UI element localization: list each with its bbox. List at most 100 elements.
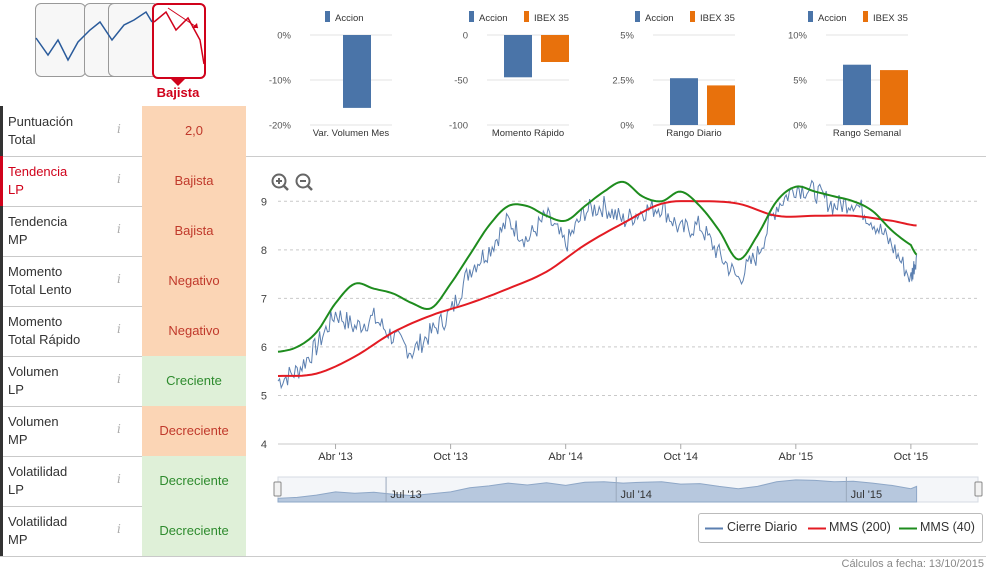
indicator-label-line2: LP <box>8 182 24 197</box>
main-price-chart[interactable]: 4 5 6 7 8 9 Abr '13 Oct '13 Abr '14 Oct '14 Abr '1… <box>246 157 992 517</box>
indicator-value: Bajista <box>142 206 246 256</box>
indicator-label-line2: MP <box>8 232 28 247</box>
mini-tick-label: 0 <box>463 31 468 42</box>
indicator-label: Volumen MP <box>0 406 142 456</box>
mini-tick-label: -50 <box>454 76 468 87</box>
info-icon[interactable]: i <box>117 322 121 336</box>
indicator-row[interactable]: Volumen MP i Decreciente <box>0 406 246 457</box>
indicator-value: Decreciente <box>142 506 246 556</box>
indicator-row[interactable]: Puntuación Total i 2,0 <box>0 106 246 157</box>
indicator-label-line1: Volatilidad <box>8 464 68 479</box>
info-icon[interactable]: i <box>117 122 121 136</box>
x-tick-label: Abr '14 <box>548 451 583 463</box>
indicator-row[interactable]: Momento Total Rápido i Negativo <box>0 306 246 357</box>
info-icon[interactable]: i <box>117 422 121 436</box>
trend-pointer-icon <box>170 78 186 86</box>
mini-tick-label: -10% <box>269 76 292 87</box>
mini-legend-swatch <box>469 11 474 22</box>
indicator-label: Volatilidad MP <box>0 506 142 556</box>
navigator-area <box>277 479 918 503</box>
indicator-label-line2: LP <box>8 382 24 397</box>
mini-tick-label: 2.5% <box>612 76 634 87</box>
calc-date: Cálculos a fecha: 13/10/2015 <box>841 558 985 570</box>
y-tick-label: 6 <box>261 342 267 354</box>
indicator-row[interactable]: Tendencia LP i Bajista <box>0 156 246 207</box>
info-icon[interactable]: i <box>117 522 121 536</box>
mini-chart[interactable]: Accion 0% -10% -20% Var. Volumen Mes <box>247 0 422 150</box>
indicator-label-line2: MP <box>8 532 28 547</box>
indicator-value: 2,0 <box>142 106 246 156</box>
zoom-out-icon[interactable] <box>295 173 313 191</box>
indicator-label-line1: Volatilidad <box>8 514 68 529</box>
indicator-value: Decreciente <box>142 456 246 506</box>
y-tick-label: 7 <box>261 293 267 305</box>
indicator-row[interactable]: Volatilidad MP i Decreciente <box>0 506 246 557</box>
mini-legend-swatch <box>635 11 640 22</box>
navigator-label: Jul '14 <box>620 489 651 501</box>
mini-chart[interactable]: Accion IBEX 35 10% 5% 0% Rango Semanal <box>763 0 938 150</box>
indicator-label: Volumen LP <box>0 356 142 406</box>
mini-chart-title: Rango Diario <box>666 128 721 139</box>
indicator-label-line1: Volumen <box>8 364 59 379</box>
info-icon[interactable]: i <box>117 372 121 386</box>
indicator-row[interactable]: Tendencia MP i Bajista <box>0 206 246 257</box>
mini-legend-label: IBEX 35 <box>700 13 735 24</box>
series-mms40-line <box>277 180 918 353</box>
indicator-label-line1: Tendencia <box>8 214 68 229</box>
main-legend: Cierre Diario MMS (200) MMS (40) <box>698 513 983 543</box>
info-icon[interactable]: i <box>117 472 121 486</box>
mini-legend-swatch <box>690 11 695 22</box>
info-icon[interactable]: i <box>117 272 121 286</box>
mini-tick-label: -100 <box>449 121 468 132</box>
indicator-value: Negativo <box>142 306 246 356</box>
divider <box>246 156 986 157</box>
mini-legend-label: Accion <box>818 13 847 24</box>
indicator-label-line2: MP <box>8 432 28 447</box>
legend-mms40-swatch <box>899 527 917 530</box>
legend-close[interactable]: Cierre Diario <box>727 520 798 534</box>
mini-legend-label: IBEX 35 <box>534 13 569 24</box>
zoom-in-icon[interactable] <box>271 173 289 191</box>
mini-legend-swatch <box>325 11 330 22</box>
mini-legend-label: Accion <box>479 13 508 24</box>
mini-chart[interactable]: Accion IBEX 35 5% 2.5% 0% Rango Diario <box>590 0 765 150</box>
indicator-label: Puntuación Total <box>0 106 142 156</box>
legend-close-swatch <box>705 527 723 530</box>
trend-thumbnails: Bajista <box>0 0 250 105</box>
trend-thumb-3[interactable] <box>108 3 159 77</box>
indicator-row[interactable]: Volatilidad LP i Decreciente <box>0 456 246 507</box>
mini-bar <box>880 70 908 125</box>
mini-tick-label: 0% <box>620 121 634 132</box>
mini-tick-label: 0% <box>277 31 291 42</box>
mini-bar <box>843 64 871 125</box>
y-tick-label: 9 <box>261 196 267 208</box>
mini-tick-label: -20% <box>269 121 292 132</box>
indicator-label-line2: Total Lento <box>8 282 72 297</box>
info-icon[interactable]: i <box>117 172 121 186</box>
info-icon[interactable]: i <box>117 222 121 236</box>
indicator-label-line2: Total <box>8 132 36 147</box>
navigator-handle-right[interactable] <box>974 481 983 497</box>
navigator-handle-left[interactable] <box>273 481 282 497</box>
indicator-label-line2: Total Rápido <box>8 332 81 347</box>
indicator-value: Bajista <box>142 156 246 206</box>
x-tick-label: Oct '13 <box>433 451 468 463</box>
indicator-value: Decreciente <box>142 406 246 456</box>
mini-legend-swatch <box>863 11 868 22</box>
indicator-row[interactable]: Momento Total Lento i Negativo <box>0 256 246 307</box>
trend-thumb-1[interactable] <box>35 3 86 77</box>
trend-badge: Bajista <box>156 85 200 100</box>
indicator-row[interactable]: Volumen LP i Creciente <box>0 356 246 407</box>
mini-legend-swatch <box>808 11 813 22</box>
mini-tick-label: 0% <box>793 121 807 132</box>
indicator-label: Volatilidad LP <box>0 456 142 506</box>
series-mms200-line <box>277 200 917 377</box>
legend-mms40[interactable]: MMS (40) <box>920 520 975 534</box>
mini-legend-label: Accion <box>335 13 364 24</box>
indicator-label-line2: LP <box>8 482 24 497</box>
navigator-label: Jul '13 <box>390 489 421 501</box>
mini-chart[interactable]: Accion IBEX 35 0 -50 -100 Momento Rápido <box>424 0 599 150</box>
indicator-label-line1: Tendencia <box>8 164 68 179</box>
mini-chart-title: Momento Rápido <box>492 128 564 139</box>
legend-mms200[interactable]: MMS (200) <box>829 520 891 534</box>
